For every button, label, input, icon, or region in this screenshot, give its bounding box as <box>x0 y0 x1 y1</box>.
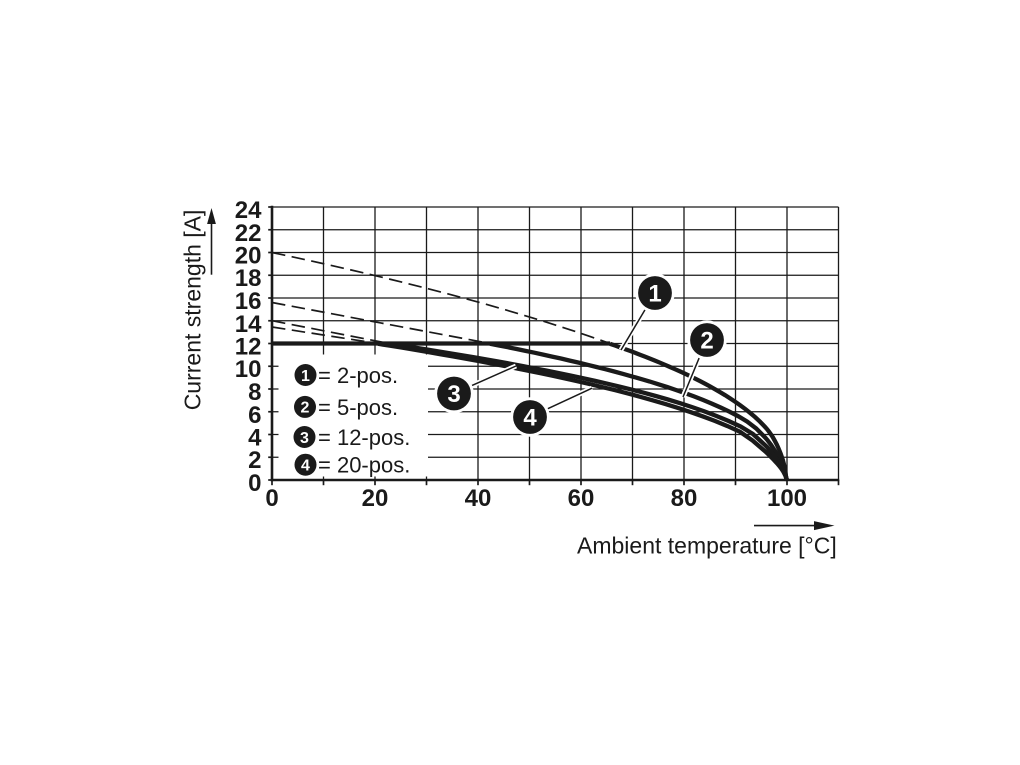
svg-text:3: 3 <box>447 381 460 408</box>
svg-text:2: 2 <box>700 328 713 355</box>
svg-text:18: 18 <box>235 265 262 292</box>
svg-text:= 12-pos.: = 12-pos. <box>318 425 410 450</box>
svg-text:24: 24 <box>235 197 262 224</box>
svg-text:22: 22 <box>235 220 262 247</box>
svg-text:2: 2 <box>301 400 310 417</box>
svg-text:0: 0 <box>248 470 261 497</box>
svg-text:40: 40 <box>465 485 492 512</box>
svg-text:16: 16 <box>235 288 262 315</box>
svg-text:3: 3 <box>300 430 309 447</box>
svg-text:1: 1 <box>648 281 661 308</box>
svg-text:20: 20 <box>362 485 389 512</box>
svg-text:1: 1 <box>301 368 310 385</box>
svg-text:4: 4 <box>301 458 310 475</box>
svg-text:10: 10 <box>235 356 262 383</box>
svg-text:4: 4 <box>523 405 537 432</box>
svg-text:= 20-pos.: = 20-pos. <box>318 453 410 478</box>
svg-text:80: 80 <box>671 485 698 512</box>
svg-text:0: 0 <box>265 485 278 512</box>
svg-text:14: 14 <box>235 311 262 338</box>
svg-text:= 2-pos.: = 2-pos. <box>318 363 398 388</box>
svg-text:Current strength [A]: Current strength [A] <box>180 210 206 411</box>
svg-text:Ambient temperature [°C]: Ambient temperature [°C] <box>577 533 837 559</box>
svg-text:6: 6 <box>248 402 261 429</box>
svg-text:60: 60 <box>568 485 595 512</box>
svg-text:100: 100 <box>767 485 807 512</box>
svg-text:8: 8 <box>248 379 261 406</box>
svg-text:20: 20 <box>235 243 262 270</box>
svg-text:4: 4 <box>248 425 262 452</box>
svg-text:2: 2 <box>248 447 261 474</box>
svg-text:12: 12 <box>235 334 262 361</box>
svg-text:= 5-pos.: = 5-pos. <box>318 395 398 420</box>
